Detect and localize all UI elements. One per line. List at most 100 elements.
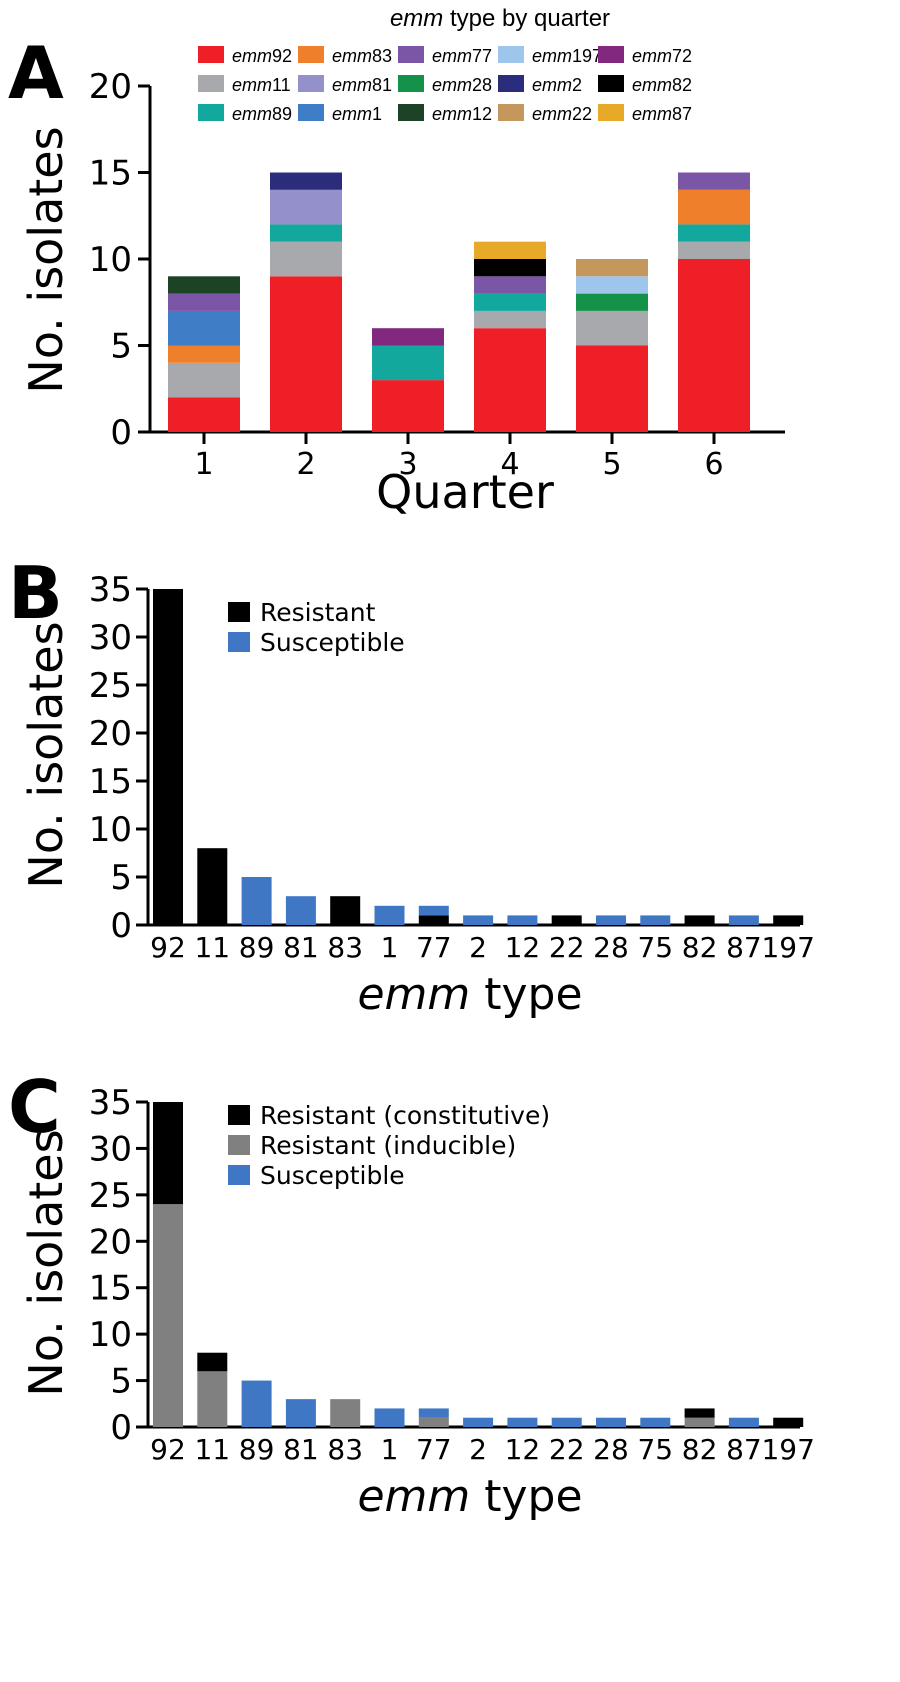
panel-a-bar-segment [270,172,342,190]
panel-a-x-tick-label: 5 [602,447,621,482]
panel-a-bar-segment [576,259,648,277]
panel-b-legend-label: Resistant [260,598,376,627]
panel-b-bar-segment [374,905,405,925]
panel-b-x-tick-label: 75 [637,931,673,964]
panel-a-bar-segment [168,293,240,311]
panel-b-x-tick-label: 12 [505,931,541,964]
panel-c-y-tick-label: 20 [89,1222,132,1262]
panel-c-x-tick-label: 22 [549,1433,585,1466]
panel-c-x-tick-label: 12 [505,1433,541,1466]
panel-b-bar-segment [418,915,449,925]
panel-b-legend-label: Susceptible [260,628,405,657]
panel-a-legend-label: emm22 [532,104,592,124]
panel-label-a: A [8,31,64,115]
panel-a-bar-segment [168,276,240,294]
panel-c-bar-segment [153,1204,183,1427]
panel-c-bar-segment [374,1408,405,1427]
panel-b-x-tick-label: 197 [761,931,814,964]
panel-a-y-tick-label: 5 [110,327,132,367]
panel-a-bar-segment [474,293,546,311]
panel-label-b: B [8,551,63,635]
panel-a-bar-segment [576,345,648,432]
panel-b-x-axis-label: emm type [357,969,582,1020]
panel-a-bar-segment [576,276,648,294]
panel-c-chart: 0 5 10 15 20 25 30 35 92 11 89 81 83 1 77 2 12 22 28 75 82 87… [19,1083,815,1522]
panel-a-legend-label: emm77 [432,46,492,66]
panel-a-bar-segment [372,345,444,381]
panel-b-x-tick-label: 82 [682,931,718,964]
panel-a-legend-label: emm11 [232,75,291,95]
panel-a-bar-segment [474,276,546,294]
panel-c-legend-label: Resistant (inducible) [260,1131,516,1160]
panel-a-bar-segment [678,259,750,432]
panel-a-bar-segment [270,189,342,225]
panel-b-x-tick-label: 1 [381,931,399,964]
panel-b-y-tick-label: 10 [89,810,132,850]
panel-a-legend-label: emm72 [632,46,692,66]
panel-c-legend-label: Susceptible [260,1161,405,1190]
panel-c-y-tick-label: 30 [89,1129,132,1169]
panel-c-x-tick-label: 197 [761,1433,814,1466]
panel-a-x-tick-label: 2 [296,447,315,482]
panel-a-bar-segment [474,310,546,329]
panel-a-legend-title-rest: type by quarter [443,5,610,32]
panel-b-bar-segment [507,915,538,925]
panel-a-bar-segment [168,362,240,398]
panel-a-bar-segment [678,189,750,225]
panel-b-bar-segment [728,915,759,925]
panel-c-y-tick-label: 10 [89,1315,132,1355]
panel-a-legend-label: emm83 [332,46,392,66]
panel-a-y-tick-label: 20 [89,67,132,107]
panel-c-x-tick-label: 75 [637,1433,673,1466]
panel-c-x-tick-label: 92 [150,1433,186,1466]
panel-c-bar-segment [463,1417,494,1427]
panel-a-y-tick-label: 0 [110,413,132,453]
panel-a-bar-segment [270,224,342,242]
panel-b-y-tick-label: 30 [89,618,132,658]
panel-c-bar-segment [330,1399,361,1427]
panel-b-bar-segment [773,915,804,925]
panel-a-legend-label: emm89 [232,104,292,124]
panel-a-bar-segment [576,293,648,311]
panel-c-x-tick-label: 83 [327,1433,363,1466]
panel-a-legend-swatch [398,75,424,92]
panel-a-x-tick-label: 1 [194,447,213,482]
panel-a-legend-swatch [198,75,224,92]
panel-c-x-tick-label: 77 [416,1433,452,1466]
panel-a-bar-segment [372,380,444,432]
panel-c-bar-segment [684,1408,715,1418]
panel-a-bar-segment [270,241,342,277]
panel-b-bar-segment [285,896,316,925]
panel-a-legend-swatch [598,75,624,92]
panel-a-legend-label: emm1 [332,104,382,124]
panel-b-bar-segment [551,915,582,925]
panel-c-x-tick-label: 87 [726,1433,762,1466]
panel-b-y-tick-label: 20 [89,714,132,754]
panel-a-bar-segment [168,310,240,346]
panel-b-x-tick-label: 83 [327,931,363,964]
panel-b-x-tick-label: 11 [194,931,230,964]
panel-c-bar-segment [197,1371,228,1427]
panel-a-legend-swatch [598,46,624,63]
panel-label-c: C [8,1065,61,1149]
panel-b-bar-segment [330,896,361,925]
panel-b-bar-segment [418,905,449,916]
panel-b-x-tick-label: 28 [593,931,629,964]
panel-b-bar-segment [153,589,183,925]
panel-c-bar-segment [418,1408,449,1418]
panel-c-x-axis-label: emm type [357,1471,582,1522]
panel-a-legend-label: emm82 [632,75,692,95]
panel-c-y-tick-label: 25 [89,1176,132,1216]
panel-a-bar-segment [474,241,546,259]
panel-b-legend-swatch [228,632,250,652]
panel-a-legend-swatch [398,104,424,121]
panel-a-legend-swatch [298,75,324,92]
panel-c-x-tick-label: 1 [381,1433,399,1466]
panel-b-y-tick-label: 0 [110,906,132,946]
panel-c-x-tick-label: 28 [593,1433,629,1466]
panel-b-bar-segment [197,848,228,925]
panel-a-bar-segment [678,224,750,242]
panel-b-x-tick-label: 22 [549,931,585,964]
panel-a-x-axis-label: Quarter [376,465,554,519]
panel-a-bar-segment [474,328,546,432]
